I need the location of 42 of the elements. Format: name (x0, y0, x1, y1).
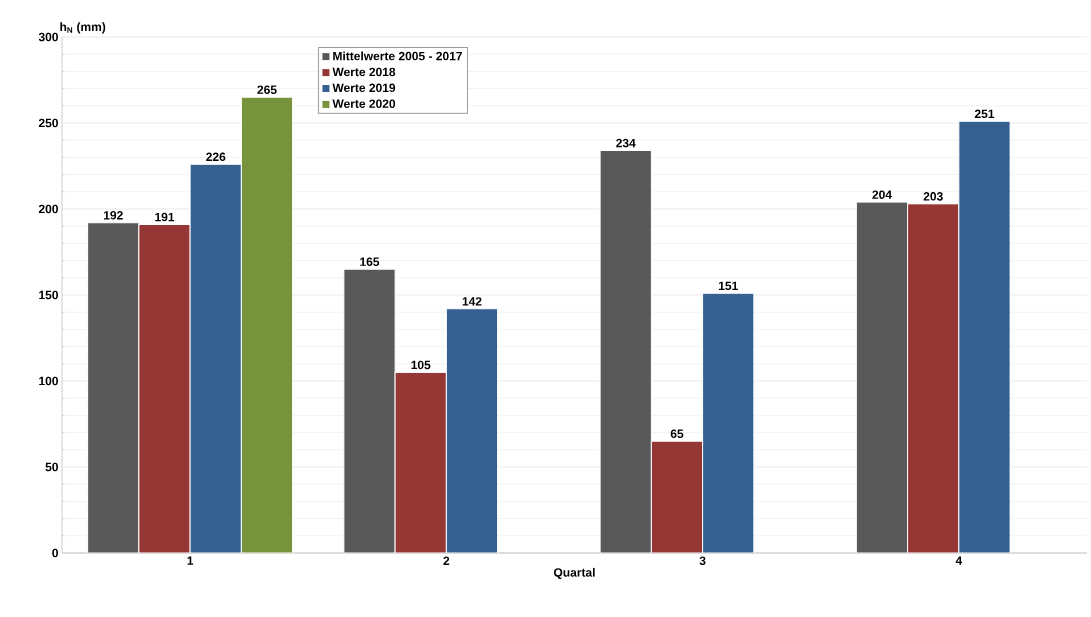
x-tick-label: 4 (955, 556, 963, 565)
data-label: 142 (462, 297, 482, 306)
y-tick-label: 50 (45, 462, 58, 472)
x-tick-label: 1 (187, 556, 194, 565)
bar (343, 268, 396, 553)
y-tick-label: 150 (39, 290, 58, 300)
y-tick-label: 250 (38, 118, 58, 128)
bar (702, 292, 755, 553)
data-label: 165 (360, 257, 380, 266)
y-axis-title: h$_{N}$ (mm) (60, 22, 106, 34)
y-tick-label: 100 (39, 376, 58, 386)
data-label: 226 (206, 152, 226, 162)
legend-label: Werte 2019 (332, 83, 396, 93)
x-axis-title: Quartal (553, 567, 595, 579)
bar (394, 371, 447, 553)
y-tick-label: 200 (38, 204, 58, 214)
data-label: 105 (411, 360, 431, 370)
legend-label: Werte 2020 (332, 99, 396, 108)
bar (958, 120, 1011, 553)
bar (650, 440, 704, 553)
bar (907, 203, 960, 553)
data-label: 234 (616, 138, 636, 148)
bar (599, 150, 652, 553)
x-tick-label: 2 (443, 556, 450, 565)
data-label: 191 (155, 212, 175, 222)
data-label: 192 (104, 211, 123, 220)
data-label: 251 (974, 109, 995, 119)
legend-label: Mittelwerte 2005 - 2017 (333, 51, 462, 61)
bar (138, 223, 191, 553)
bar (87, 222, 140, 553)
data-label: 265 (257, 85, 277, 94)
legend-label: Werte 2018 (332, 67, 396, 77)
data-label: 151 (718, 281, 738, 291)
data-label: 204 (872, 190, 892, 199)
bar (189, 163, 242, 553)
data-label: 203 (923, 192, 943, 201)
bar (445, 308, 499, 553)
data-label: 65 (670, 429, 684, 438)
y-tick-label: 300 (38, 32, 58, 42)
bar (855, 201, 909, 553)
x-tick-label: 3 (699, 556, 706, 566)
y-tick-label: 0 (52, 548, 58, 558)
